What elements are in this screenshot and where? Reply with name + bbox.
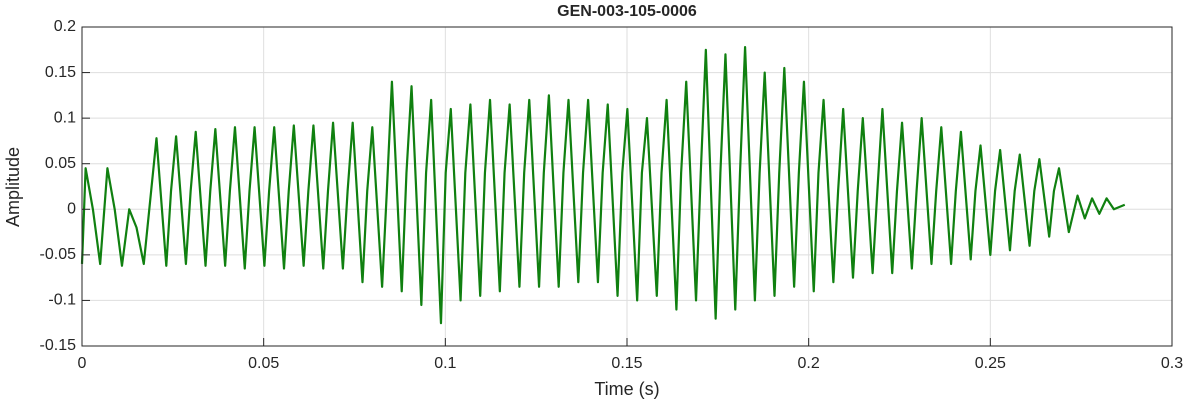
- waveform-line: [80, 45, 1126, 325]
- x-tick-label: 0.2: [798, 355, 820, 372]
- x-tick-label: 0.1: [434, 355, 456, 372]
- x-axis-label: Time (s): [594, 379, 659, 399]
- x-tick-label: 0.05: [248, 355, 279, 372]
- y-tick-label: 0.2: [54, 18, 76, 35]
- chart-title: GEN-003-105-0006: [557, 3, 697, 20]
- y-tick-label: -0.15: [40, 337, 77, 354]
- y-tick-label: 0.15: [45, 64, 76, 81]
- x-tick-label: 0.25: [975, 355, 1006, 372]
- y-tick-label: 0.1: [54, 109, 76, 126]
- x-tick-label: 0: [78, 355, 87, 372]
- y-tick-label: 0.05: [45, 155, 76, 172]
- y-tick-label: -0.1: [48, 292, 76, 309]
- y-tick-label: 0: [67, 201, 76, 218]
- x-tick-label: 0.3: [1161, 355, 1183, 372]
- plot-area: [80, 45, 1126, 325]
- y-tick-label: -0.05: [40, 246, 77, 263]
- y-axis-label: Amplitude: [3, 147, 23, 227]
- x-tick-label: 0.15: [611, 355, 642, 372]
